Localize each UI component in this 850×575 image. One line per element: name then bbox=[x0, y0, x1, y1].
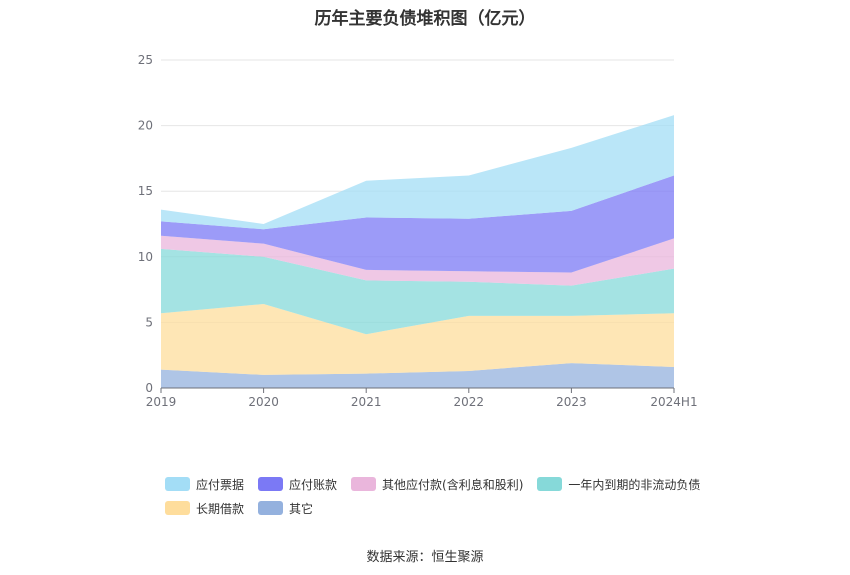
area-series bbox=[161, 235, 674, 286]
x-tick-label: 2022 bbox=[454, 395, 485, 409]
legend-row: 长期借款 其它 bbox=[165, 496, 725, 520]
legend-item[interactable]: 一年内到期的非流动负债 bbox=[537, 476, 700, 493]
data-source-note: 数据来源：恒生聚源 bbox=[366, 550, 484, 565]
legend-item[interactable]: 其它 bbox=[258, 500, 313, 517]
legend-item[interactable]: 其他应付款(含利息和股利) bbox=[351, 476, 523, 493]
legend-label: 长期借款 bbox=[196, 501, 245, 516]
legend-item[interactable]: 长期借款 bbox=[165, 500, 244, 517]
area-series bbox=[161, 248, 674, 335]
legend-swatch bbox=[165, 501, 190, 515]
y-tick-label: 25 bbox=[138, 53, 153, 67]
legend-item[interactable]: 应付账款 bbox=[258, 476, 337, 493]
x-tick-label: 2020 bbox=[248, 395, 279, 409]
legend-label: 应付票据 bbox=[196, 477, 245, 492]
legend-swatch bbox=[351, 477, 377, 491]
x-tick-label: 2023 bbox=[556, 395, 587, 409]
y-tick-label: 15 bbox=[138, 184, 153, 198]
legend-label: 其他应付款(含利息和股利) bbox=[382, 477, 524, 492]
legend-label: 其它 bbox=[289, 501, 314, 516]
area-series bbox=[161, 304, 674, 375]
legend-item[interactable]: 应付票据 bbox=[165, 476, 244, 493]
area-series bbox=[161, 115, 674, 230]
y-tick-label: 20 bbox=[138, 119, 153, 133]
legend-swatch bbox=[537, 477, 563, 491]
legend-swatch bbox=[165, 477, 190, 491]
area-series bbox=[161, 175, 674, 273]
legend-swatch bbox=[258, 477, 284, 491]
y-tick-label: 0 bbox=[145, 381, 153, 395]
x-tick-label: 2019 bbox=[146, 395, 177, 409]
legend-row: 应付票据 应付账款 其他应付款(含利息和股利) 一年内到期的非流动负债 bbox=[165, 472, 725, 496]
chart-title: 历年主要负债堆积图（亿元） bbox=[314, 9, 536, 29]
legend-swatch bbox=[258, 501, 284, 515]
legend-label: 应付账款 bbox=[289, 477, 338, 492]
legend-label: 一年内到期的非流动负债 bbox=[568, 477, 701, 492]
x-tick-label: 2024H1 bbox=[650, 395, 697, 409]
area-series bbox=[161, 363, 674, 388]
x-tick-label: 2021 bbox=[351, 395, 382, 409]
chart-legend: 应付票据 应付账款 其他应付款(含利息和股利) 一年内到期的非流动负债 长期借款 其它 bbox=[165, 472, 725, 520]
y-tick-label: 5 bbox=[145, 315, 153, 329]
y-tick-label: 10 bbox=[138, 250, 153, 264]
